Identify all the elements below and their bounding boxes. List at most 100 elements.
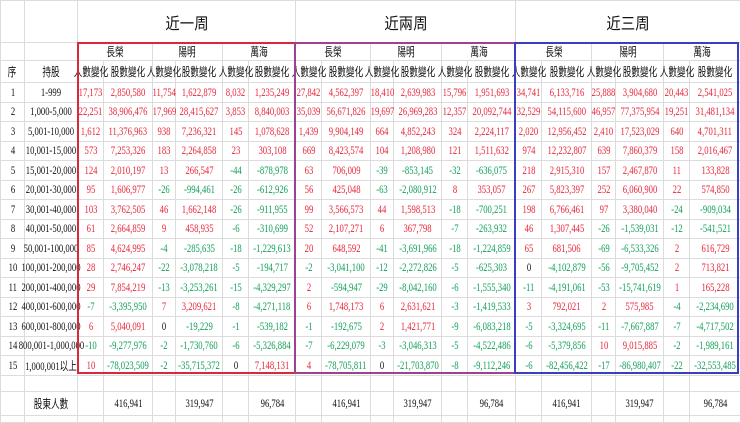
shares-change-cell[interactable]: -21,703,870 bbox=[394, 356, 442, 376]
shares-change-cell[interactable]: 1,598,513 bbox=[394, 200, 442, 220]
empty-cell[interactable] bbox=[153, 415, 176, 422]
empty-cell[interactable] bbox=[25, 415, 78, 422]
shares-change-cell[interactable]: -2,272,826 bbox=[394, 258, 442, 278]
range-cell[interactable]: 30,001-40,000 bbox=[25, 200, 78, 220]
shares-change-cell[interactable]: 7,854,219 bbox=[104, 278, 153, 298]
company-header[interactable]: 萬海 bbox=[223, 43, 296, 61]
people-change-cell[interactable]: 27,842 bbox=[296, 83, 322, 103]
people-change-cell[interactable]: 11,754 bbox=[153, 83, 176, 103]
people-change-cell[interactable]: 19,697 bbox=[371, 102, 394, 122]
shares-change-cell[interactable]: -8,042,160 bbox=[394, 278, 442, 298]
range-cell[interactable]: 400,001-600,000 bbox=[25, 297, 78, 317]
people-change-header[interactable]: 人數變化 bbox=[516, 61, 542, 83]
people-change-cell[interactable]: -9 bbox=[442, 317, 468, 337]
people-change-cell[interactable]: 17,969 bbox=[153, 102, 176, 122]
people-change-cell[interactable]: -29 bbox=[371, 278, 394, 298]
range-cell[interactable]: 15,001-20,000 bbox=[25, 161, 78, 181]
shares-change-cell[interactable]: 2,010,197 bbox=[104, 161, 153, 181]
people-change-cell[interactable]: -6 bbox=[516, 356, 542, 376]
empty-cell[interactable] bbox=[249, 375, 296, 391]
people-change-cell[interactable]: -5 bbox=[223, 258, 249, 278]
shares-change-cell[interactable]: -7,667,887 bbox=[616, 317, 664, 337]
shares-change-cell[interactable]: -4,271,118 bbox=[249, 297, 296, 317]
people-change-cell[interactable]: 32,529 bbox=[516, 102, 542, 122]
empty-cell[interactable] bbox=[1, 375, 25, 391]
shares-change-cell[interactable]: 4,701,311 bbox=[690, 122, 740, 142]
range-cell[interactable]: 5,001-10,000 bbox=[25, 122, 78, 142]
people-change-cell[interactable]: -12 bbox=[664, 219, 690, 239]
empty-cell[interactable] bbox=[516, 375, 542, 391]
people-change-cell[interactable]: -26 bbox=[153, 180, 176, 200]
people-change-cell[interactable]: -6 bbox=[223, 336, 249, 356]
people-change-cell[interactable]: -5 bbox=[442, 258, 468, 278]
shares-change-cell[interactable]: 458,935 bbox=[176, 219, 223, 239]
people-change-cell[interactable]: 46 bbox=[153, 200, 176, 220]
range-cell[interactable]: 800,001-1,000,000 bbox=[25, 336, 78, 356]
shares-change-cell[interactable]: -3,253,261 bbox=[176, 278, 223, 298]
shares-change-cell[interactable]: 353,057 bbox=[468, 180, 516, 200]
people-change-cell[interactable]: 15,796 bbox=[442, 83, 468, 103]
shares-change-header[interactable]: 股數變化 bbox=[249, 61, 296, 83]
people-change-cell[interactable]: -4 bbox=[664, 297, 690, 317]
shares-change-cell[interactable]: -1,730,760 bbox=[176, 336, 223, 356]
shares-change-cell[interactable]: 425,048 bbox=[322, 180, 371, 200]
company-header[interactable]: 長榮 bbox=[78, 43, 153, 61]
people-change-cell[interactable]: -15 bbox=[223, 278, 249, 298]
people-change-header[interactable]: 人數變化 bbox=[664, 61, 690, 83]
shares-change-cell[interactable]: -15,741,619 bbox=[616, 278, 664, 298]
empty-cell[interactable] bbox=[592, 415, 616, 422]
empty-cell[interactable] bbox=[153, 391, 176, 415]
seq-cell[interactable]: 7 bbox=[1, 200, 25, 220]
people-change-cell[interactable]: -18 bbox=[223, 239, 249, 259]
people-change-cell[interactable]: 35,039 bbox=[296, 102, 322, 122]
people-change-cell[interactable]: 267 bbox=[516, 180, 542, 200]
empty-cell[interactable] bbox=[249, 415, 296, 422]
shares-change-cell[interactable]: 7,253,326 bbox=[104, 141, 153, 161]
shares-change-cell[interactable]: -625,303 bbox=[468, 258, 516, 278]
shares-change-cell[interactable]: 38,906,476 bbox=[104, 102, 153, 122]
people-change-cell[interactable]: -53 bbox=[592, 278, 616, 298]
empty-cell[interactable] bbox=[296, 415, 322, 422]
people-change-cell[interactable]: 20,443 bbox=[664, 83, 690, 103]
people-change-cell[interactable]: -32 bbox=[442, 161, 468, 181]
people-change-cell[interactable]: 6 bbox=[371, 219, 394, 239]
company-header[interactable]: 萬海 bbox=[442, 43, 516, 61]
people-change-cell[interactable]: 29 bbox=[78, 278, 104, 298]
shares-change-cell[interactable]: 8,423,574 bbox=[322, 141, 371, 161]
people-change-cell[interactable]: 95 bbox=[78, 180, 104, 200]
people-change-cell[interactable]: -22 bbox=[153, 258, 176, 278]
shares-change-cell[interactable]: -909,034 bbox=[690, 200, 740, 220]
empty-cell[interactable] bbox=[394, 375, 442, 391]
seq-cell[interactable]: 2 bbox=[1, 102, 25, 122]
shares-change-cell[interactable]: 3,209,621 bbox=[176, 297, 223, 317]
company-header[interactable]: 萬海 bbox=[664, 43, 740, 61]
people-change-cell[interactable]: 12,357 bbox=[442, 102, 468, 122]
shares-change-cell[interactable]: 9,015,885 bbox=[616, 336, 664, 356]
period-title[interactable]: 近兩周 bbox=[296, 1, 516, 43]
shares-change-cell[interactable]: -1,419,533 bbox=[468, 297, 516, 317]
shares-change-cell[interactable]: 54,115,600 bbox=[542, 102, 592, 122]
people-change-cell[interactable]: 23 bbox=[223, 141, 249, 161]
shares-change-header[interactable]: 股數變化 bbox=[322, 61, 371, 83]
shares-change-cell[interactable]: 26,969,283 bbox=[394, 102, 442, 122]
people-change-header[interactable]: 人數變化 bbox=[223, 61, 249, 83]
shares-change-cell[interactable]: -2,080,912 bbox=[394, 180, 442, 200]
people-change-cell[interactable]: -2 bbox=[296, 258, 322, 278]
people-change-cell[interactable]: 218 bbox=[516, 161, 542, 181]
people-change-cell[interactable]: -18 bbox=[442, 200, 468, 220]
people-change-cell[interactable]: 104 bbox=[371, 141, 394, 161]
empty-cell[interactable] bbox=[371, 391, 394, 415]
shares-change-cell[interactable]: -19,229 bbox=[176, 317, 223, 337]
people-change-cell[interactable]: 639 bbox=[592, 141, 616, 161]
shares-change-cell[interactable]: -6,083,218 bbox=[468, 317, 516, 337]
people-change-cell[interactable]: 8 bbox=[442, 180, 468, 200]
total-value[interactable]: 96,784 bbox=[690, 391, 740, 415]
people-change-cell[interactable]: 6 bbox=[371, 297, 394, 317]
empty-cell[interactable] bbox=[394, 415, 442, 422]
shares-change-cell[interactable]: -86,980,407 bbox=[616, 356, 664, 376]
range-cell[interactable]: 1,000,001以上 bbox=[25, 356, 78, 376]
people-change-cell[interactable]: 2 bbox=[664, 258, 690, 278]
shares-change-cell[interactable]: -32,553,485 bbox=[690, 356, 740, 376]
shares-change-cell[interactable]: 648,592 bbox=[322, 239, 371, 259]
shares-change-cell[interactable]: 7,860,379 bbox=[616, 141, 664, 161]
